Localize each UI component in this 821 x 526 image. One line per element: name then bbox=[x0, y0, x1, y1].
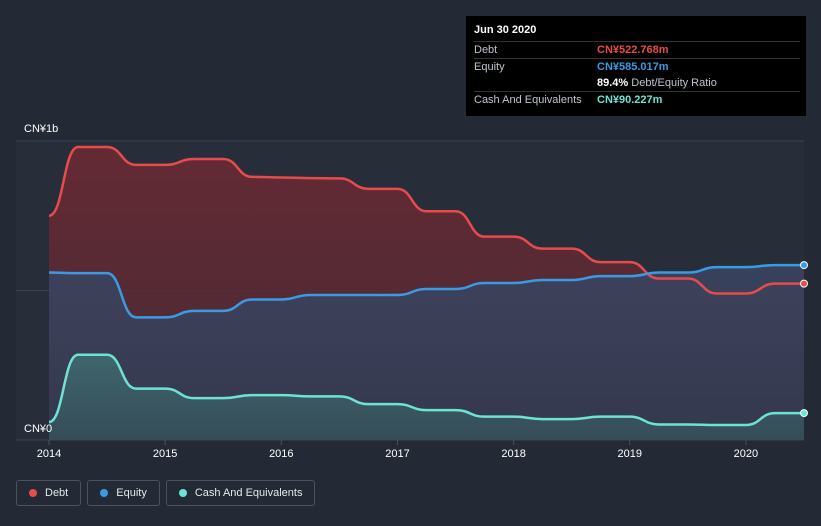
tooltip-value-ratio: 89.4% bbox=[597, 77, 629, 89]
tooltip-label-equity: Equity bbox=[474, 61, 505, 73]
tooltip-ratio-caption: Debt/Equity Ratio bbox=[631, 77, 717, 89]
legend-item-debt[interactable]: Debt bbox=[16, 480, 82, 506]
equity-line bbox=[48, 263, 804, 319]
tooltip-panel: Jun 30 2020 Debt CN¥522.768m Equity CN¥5… bbox=[466, 16, 806, 116]
legend-label-cash: Cash And Equivalents bbox=[194, 487, 303, 499]
tooltip-value-debt: CN¥522.768m bbox=[597, 44, 669, 56]
x-tick-label-2020: 2020 bbox=[734, 448, 758, 460]
equity-end-point[interactable] bbox=[800, 261, 808, 270]
legend-dot-equity bbox=[100, 489, 109, 497]
tooltip-row-ratio: 89.4% Debt/Equity Ratio bbox=[474, 75, 800, 91]
legend-label-debt: Debt bbox=[45, 487, 69, 499]
legend-label-equity: Equity bbox=[116, 487, 147, 499]
tooltip-row-cash: Cash And Equivalents CN¥90.227m bbox=[474, 91, 800, 108]
tooltip-date: Jun 30 2020 bbox=[474, 24, 537, 36]
cash-end-point[interactable] bbox=[800, 409, 808, 418]
x-tick-label-2017: 2017 bbox=[385, 448, 409, 460]
legend-dot-cash bbox=[178, 489, 187, 497]
chart-legend: Debt Equity Cash And Equivalents bbox=[16, 480, 316, 506]
x-tick-label-2018: 2018 bbox=[501, 448, 525, 460]
legend-item-cash[interactable]: Cash And Equivalents bbox=[165, 480, 316, 506]
y-axis-label-top: CN¥1b bbox=[24, 123, 58, 135]
tooltip-label-debt: Debt bbox=[474, 44, 498, 56]
tooltip-value-cash: CN¥90.227m bbox=[597, 94, 663, 106]
tooltip-row-equity: Equity CN¥585.017m bbox=[474, 58, 800, 75]
tooltip-label-cash: Cash And Equivalents bbox=[474, 94, 582, 106]
tooltip-label-ratio bbox=[474, 75, 597, 91]
legend-dot-debt bbox=[29, 489, 37, 497]
tooltip-value-equity: CN¥585.017m bbox=[597, 61, 669, 73]
x-tick-label-2014: 2014 bbox=[37, 448, 61, 460]
legend-item-equity[interactable]: Equity bbox=[87, 480, 160, 506]
cash-line bbox=[48, 353, 804, 427]
x-tick-label-2019: 2019 bbox=[618, 448, 642, 460]
y-axis-label-zero: CN¥0 bbox=[24, 423, 52, 435]
cash-area bbox=[49, 354, 804, 440]
x-tick-label-2016: 2016 bbox=[269, 448, 293, 460]
debt-end-point[interactable] bbox=[800, 279, 808, 288]
x-tick-label-2015: 2015 bbox=[153, 448, 177, 460]
tooltip-row-debt: Debt CN¥522.768m bbox=[474, 41, 800, 58]
debt-line bbox=[48, 145, 804, 295]
